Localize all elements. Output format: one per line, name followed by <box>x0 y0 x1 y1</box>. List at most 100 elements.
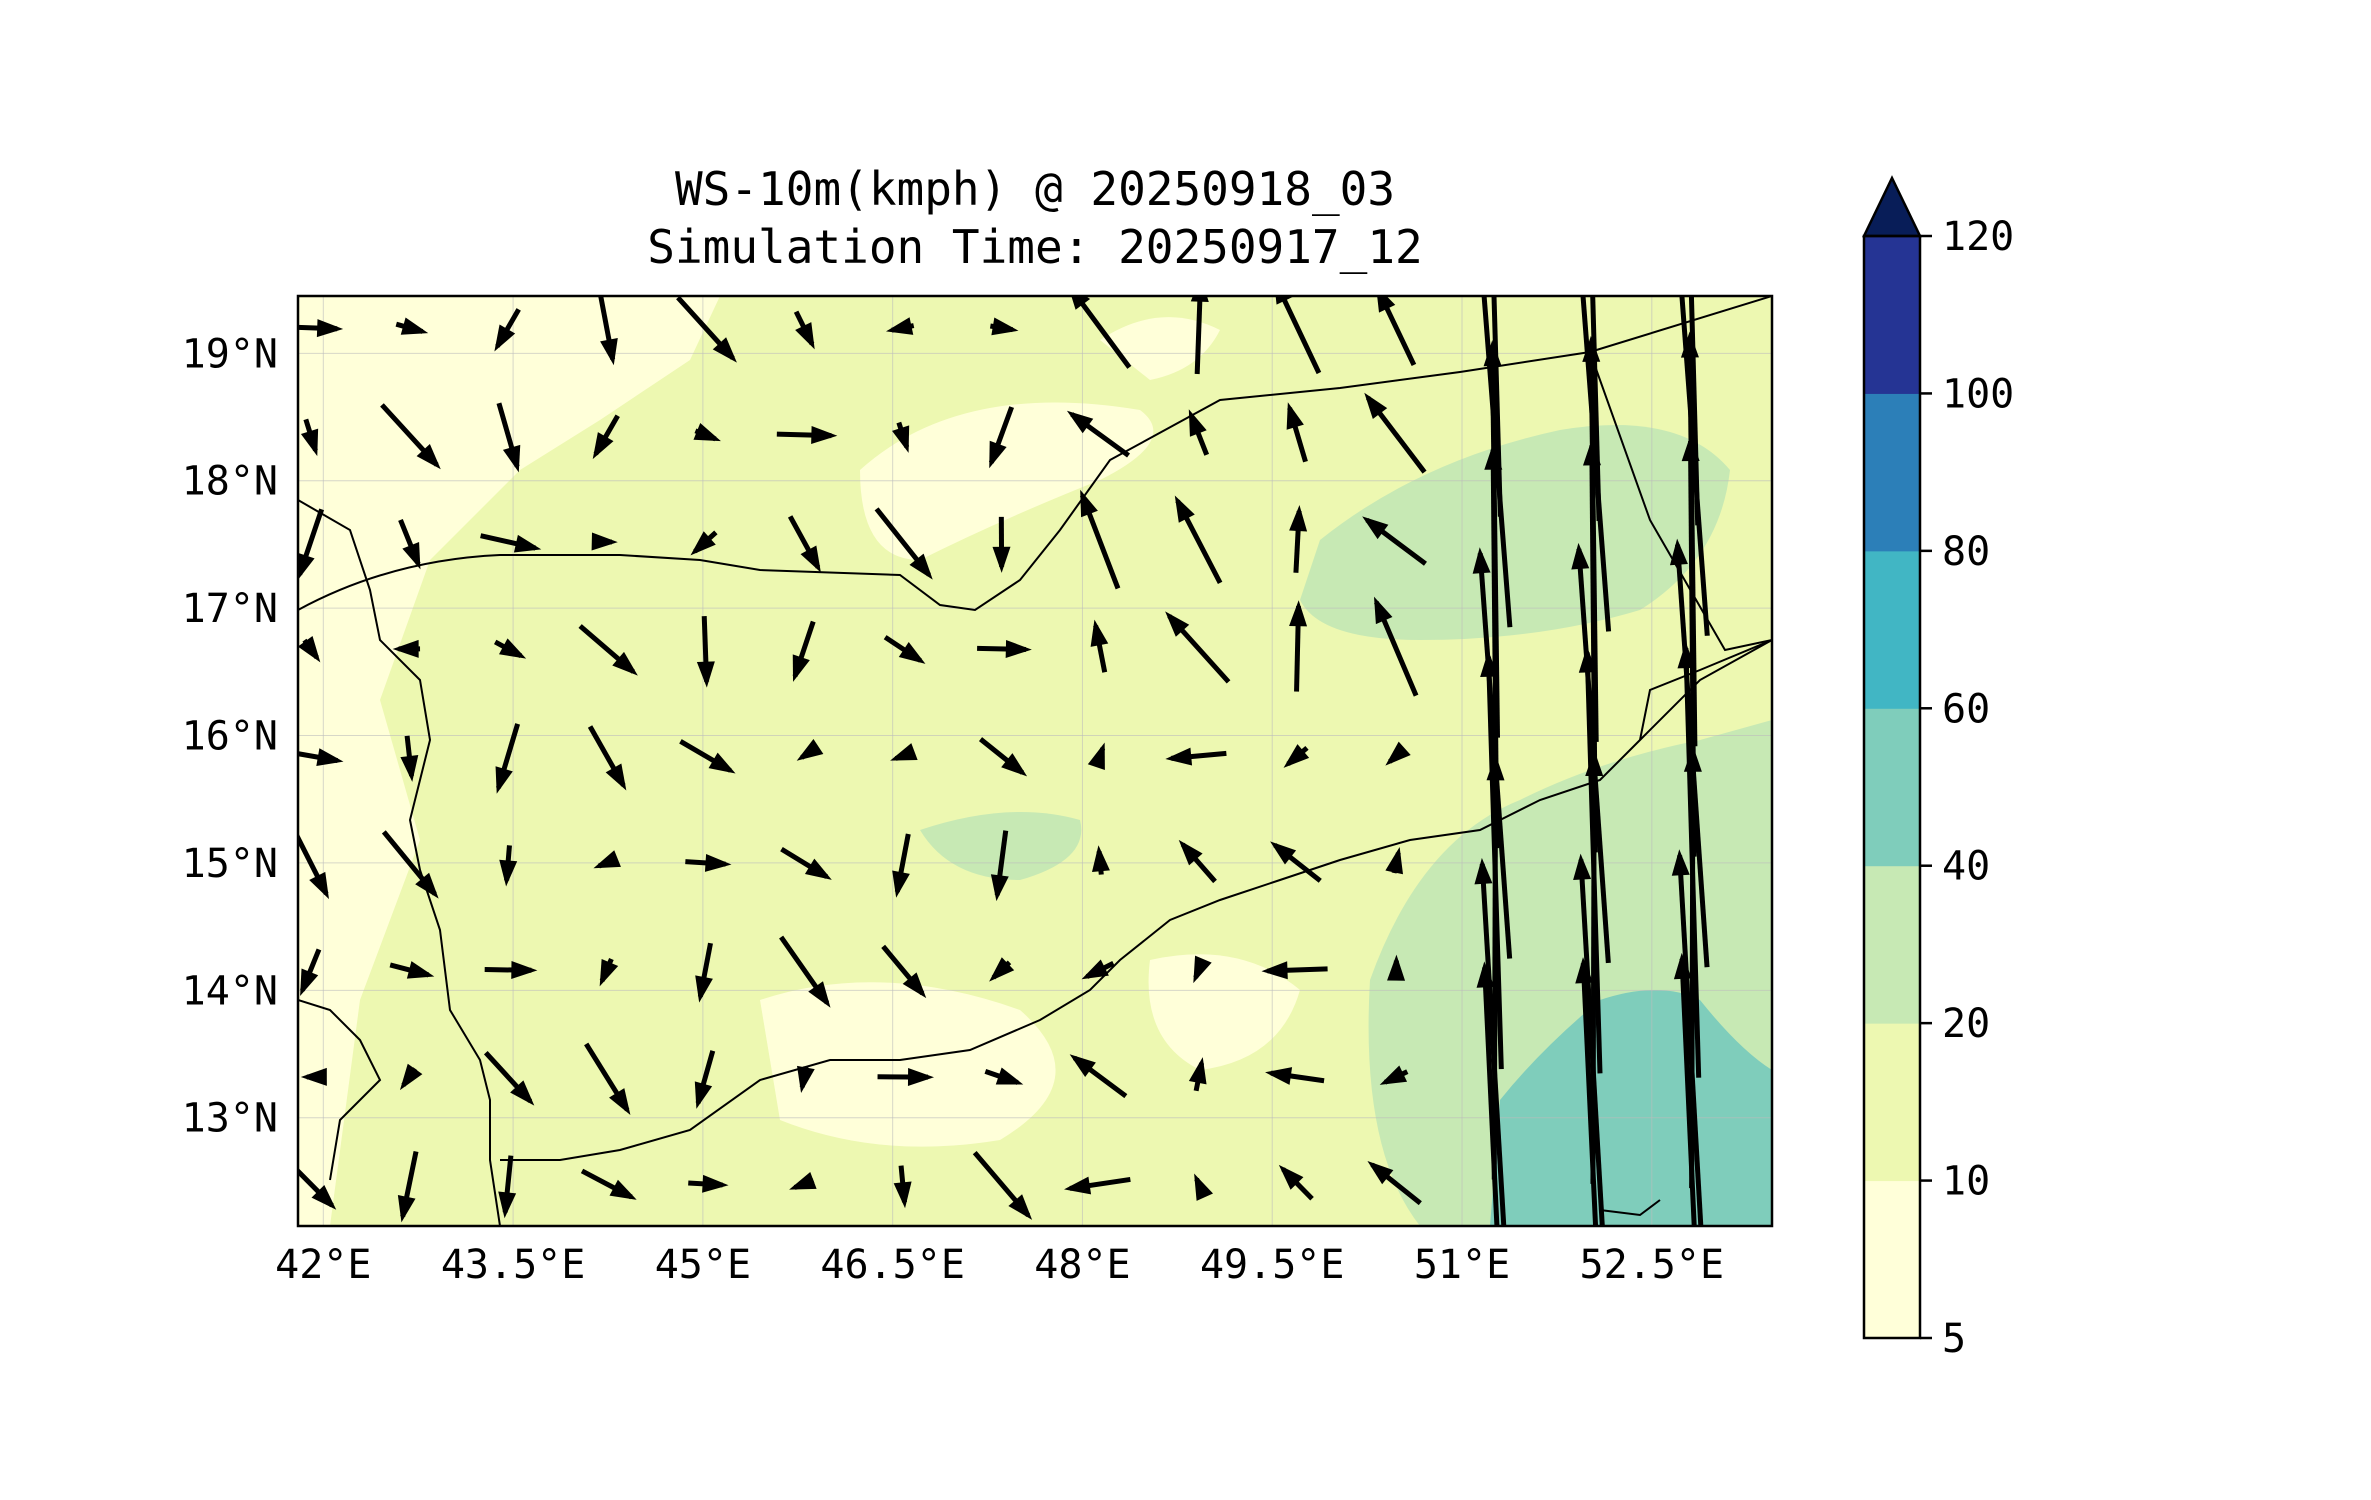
latitude-tick-label: 18°N <box>182 459 278 505</box>
wind-arrow <box>1261 961 1328 980</box>
calm-zone <box>760 982 1056 1147</box>
wind-arrow <box>978 737 1028 777</box>
wind-arrow <box>598 296 618 366</box>
wind-arrow <box>881 944 927 999</box>
colorbar-tick-label: 20 <box>1942 1001 1990 1047</box>
wind-arrow <box>1367 1160 1422 1206</box>
wind-arrow <box>883 635 926 664</box>
colorbar-segment <box>1864 550 1920 709</box>
longitude-tick-label: 43.5°E <box>441 1242 586 1288</box>
wind-arrow <box>1379 1065 1409 1085</box>
colorbar-tick-label: 40 <box>1942 844 1990 890</box>
wind-arrow <box>1575 957 1599 1226</box>
wind-arrow <box>1066 410 1131 458</box>
colorbar-segment <box>1864 393 1920 552</box>
wind-arrow <box>1064 1176 1131 1195</box>
wind-arrow <box>1188 409 1210 456</box>
wind-arrow <box>298 832 329 900</box>
wind-arrow <box>1474 857 1507 1226</box>
wind-arrow <box>389 961 435 979</box>
longitude-tick-label: 52.5°E <box>1580 1242 1725 1288</box>
wind-arrow <box>578 624 638 676</box>
wind-arrow <box>984 1067 1024 1085</box>
wind-arrow <box>1081 959 1115 980</box>
wind-arrow <box>498 1155 517 1219</box>
wind-arrow <box>990 830 1009 902</box>
wind-arrow <box>483 1050 535 1106</box>
wind-vectors <box>298 296 1710 1226</box>
wind-arrow <box>1387 954 1406 981</box>
map-panel <box>296 294 1774 1228</box>
country-border <box>298 296 1772 612</box>
wind-arrow <box>787 515 821 573</box>
wind-arrow <box>885 317 915 335</box>
wind-arrow <box>989 957 1015 982</box>
wind-arrow <box>789 1172 817 1190</box>
wind-arrow <box>399 1063 423 1091</box>
wind-arrow <box>592 414 620 460</box>
wind-arrow <box>1289 505 1308 573</box>
longitude-tick-label: 49.5°E <box>1200 1242 1345 1288</box>
longitude-tick-label: 46.5°E <box>820 1242 965 1288</box>
longitude-tick-label: 48°E <box>1034 1242 1130 1288</box>
wind-arrow <box>584 1042 631 1116</box>
wind-arrow <box>494 308 521 352</box>
wind-arrow <box>779 935 831 1008</box>
wind-arrow <box>380 403 441 470</box>
latitude-tick-label: 19°N <box>182 331 278 377</box>
wind-arrow <box>792 620 816 682</box>
wind-arrow <box>499 845 518 887</box>
wind-arrow <box>693 423 721 442</box>
wind-arrow <box>298 1167 337 1210</box>
longitude-tick-label: 51°E <box>1414 1242 1510 1288</box>
wind-arrow <box>484 960 538 979</box>
gulf-of-aden-coastline <box>500 639 1772 1161</box>
calm-zone <box>1148 954 1300 1070</box>
wind-arrow <box>893 1165 912 1209</box>
wind-arrow <box>696 616 715 688</box>
wind-arrow <box>695 942 713 1003</box>
wind-arrow <box>398 518 421 570</box>
wind-arrow <box>780 846 832 880</box>
wind-arrow <box>688 1174 729 1193</box>
wind-arrow <box>395 317 429 335</box>
wind-arrow <box>1188 1057 1207 1092</box>
wind-arrow <box>1476 961 1500 1226</box>
wind-arrow <box>1585 750 1604 1184</box>
wind-arrow <box>1286 402 1308 463</box>
colorbar-tick-label: 60 <box>1942 686 1990 732</box>
latitude-axis: 19°N 18°N 17°N 16°N 15°N 14°N 13°N <box>182 331 278 1141</box>
wind-arrow <box>1071 296 1132 369</box>
map-title: WS-10m(kmph) @ 20250918_03 Simulation Ti… <box>298 160 1772 276</box>
red-sea-coastline <box>298 499 501 1226</box>
wind-speed-fill <box>298 296 1772 1226</box>
wind-arrow <box>1275 296 1322 375</box>
wind-arrow <box>797 1065 815 1094</box>
latitude-tick-label: 14°N <box>182 968 278 1014</box>
wind-arrow <box>972 1150 1033 1220</box>
wind-arrow <box>1270 841 1322 883</box>
wind-arrow <box>685 853 732 872</box>
wind-arrow <box>298 636 321 663</box>
colorbar-segment <box>1864 865 1920 1024</box>
wind-arrow <box>300 948 322 996</box>
wind-arrow <box>587 725 627 791</box>
wind-arrow <box>1174 495 1223 585</box>
calm-zone <box>860 402 1154 560</box>
wind-arrow <box>1165 747 1227 766</box>
wind-arrow <box>397 1150 419 1223</box>
wind-arrow <box>1178 839 1217 884</box>
colorbar-tick-label: 10 <box>1942 1159 1990 1205</box>
colorbar-frame <box>1862 234 1922 1340</box>
wind-arrow <box>989 317 1019 336</box>
wind-arrow <box>877 1067 935 1086</box>
wind-arrow <box>300 1067 327 1086</box>
colorbar-segment <box>1864 236 1920 394</box>
wind-arrow <box>1573 853 1605 1226</box>
wind-arrow <box>298 748 344 767</box>
wind-arrow <box>1165 611 1231 684</box>
socotra-coastline <box>1599 1199 1661 1217</box>
wind-arrow <box>892 833 911 898</box>
map-frame <box>296 294 1774 1228</box>
longitude-axis: 42°E 43.5°E 45°E 46.5°E 48°E 49.5°E 51°E 52.5°E <box>275 1242 1724 1288</box>
